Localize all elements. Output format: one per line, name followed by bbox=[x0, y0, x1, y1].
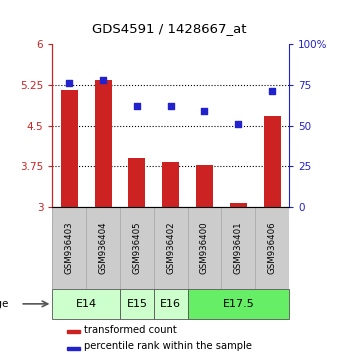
Point bbox=[100, 77, 106, 83]
Text: percentile rank within the sample: percentile rank within the sample bbox=[84, 341, 252, 351]
Text: age: age bbox=[0, 299, 8, 309]
Bar bbox=[264, 116, 281, 207]
Bar bbox=[95, 80, 112, 207]
Point bbox=[168, 103, 173, 109]
Point bbox=[236, 121, 241, 127]
Bar bbox=[196, 165, 213, 207]
Text: transformed count: transformed count bbox=[84, 325, 177, 335]
Bar bbox=[154, 289, 188, 319]
Bar bbox=[61, 90, 78, 207]
Text: E16: E16 bbox=[160, 299, 181, 309]
Text: GSM936400: GSM936400 bbox=[200, 222, 209, 274]
Text: GDS4591 / 1428667_at: GDS4591 / 1428667_at bbox=[92, 22, 246, 35]
Text: GSM936404: GSM936404 bbox=[99, 222, 107, 274]
Bar bbox=[120, 289, 154, 319]
Point bbox=[269, 88, 275, 94]
Bar bbox=[162, 162, 179, 207]
Text: GSM936406: GSM936406 bbox=[268, 222, 276, 274]
Text: GSM936403: GSM936403 bbox=[65, 222, 74, 274]
Bar bbox=[67, 330, 80, 333]
Point bbox=[134, 103, 140, 109]
Point bbox=[202, 108, 207, 114]
Bar bbox=[230, 203, 247, 207]
Point bbox=[67, 80, 72, 86]
Bar bbox=[67, 347, 80, 350]
Text: GSM936401: GSM936401 bbox=[234, 222, 243, 274]
Bar bbox=[188, 289, 289, 319]
Bar bbox=[52, 289, 120, 319]
Text: E14: E14 bbox=[76, 299, 97, 309]
Bar bbox=[128, 158, 145, 207]
Text: GSM936405: GSM936405 bbox=[132, 222, 141, 274]
Text: E15: E15 bbox=[126, 299, 147, 309]
Text: E17.5: E17.5 bbox=[222, 299, 254, 309]
Text: GSM936402: GSM936402 bbox=[166, 222, 175, 274]
